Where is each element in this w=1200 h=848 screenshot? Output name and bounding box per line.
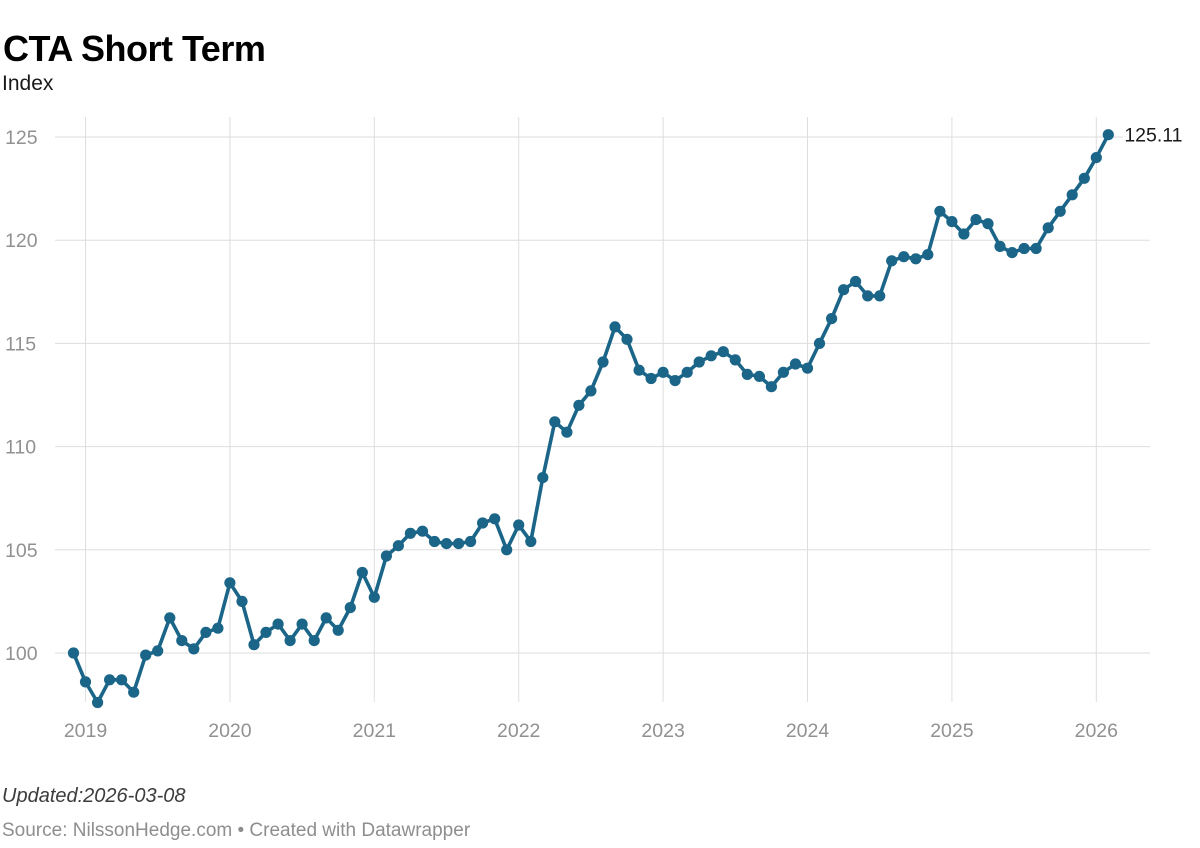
svg-text:115: 115	[5, 333, 36, 355]
svg-text:2025: 2025	[930, 720, 974, 742]
x-axis-labels: 2019 2020 2021 2022 2023 2024 2025 2026	[64, 720, 1118, 742]
svg-text:100: 100	[5, 643, 38, 665]
end-value-label: 125.11	[1124, 125, 1182, 147]
data-points	[67, 129, 1114, 709]
updated-note: Updated:2026-03-08	[2, 785, 186, 807]
svg-text:2026: 2026	[1075, 720, 1118, 742]
svg-text:2024: 2024	[786, 720, 830, 742]
svg-text:120: 120	[5, 230, 38, 252]
svg-text:125: 125	[5, 127, 38, 149]
svg-text:2021: 2021	[353, 720, 396, 742]
svg-text:2019: 2019	[64, 720, 107, 742]
svg-text:2020: 2020	[208, 720, 252, 742]
gridlines	[55, 117, 1150, 702]
svg-text:2022: 2022	[497, 720, 540, 742]
source-line: Source: NilssonHedge.com • Created with …	[2, 820, 471, 841]
chart-subtitle: Index	[2, 72, 54, 95]
svg-text:110: 110	[5, 437, 36, 459]
svg-text:105: 105	[5, 540, 38, 562]
chart-title: CTA Short Term	[3, 28, 266, 70]
y-axis-labels: 100 105 110 115 120 125	[5, 127, 38, 665]
svg-text:2023: 2023	[641, 720, 684, 742]
